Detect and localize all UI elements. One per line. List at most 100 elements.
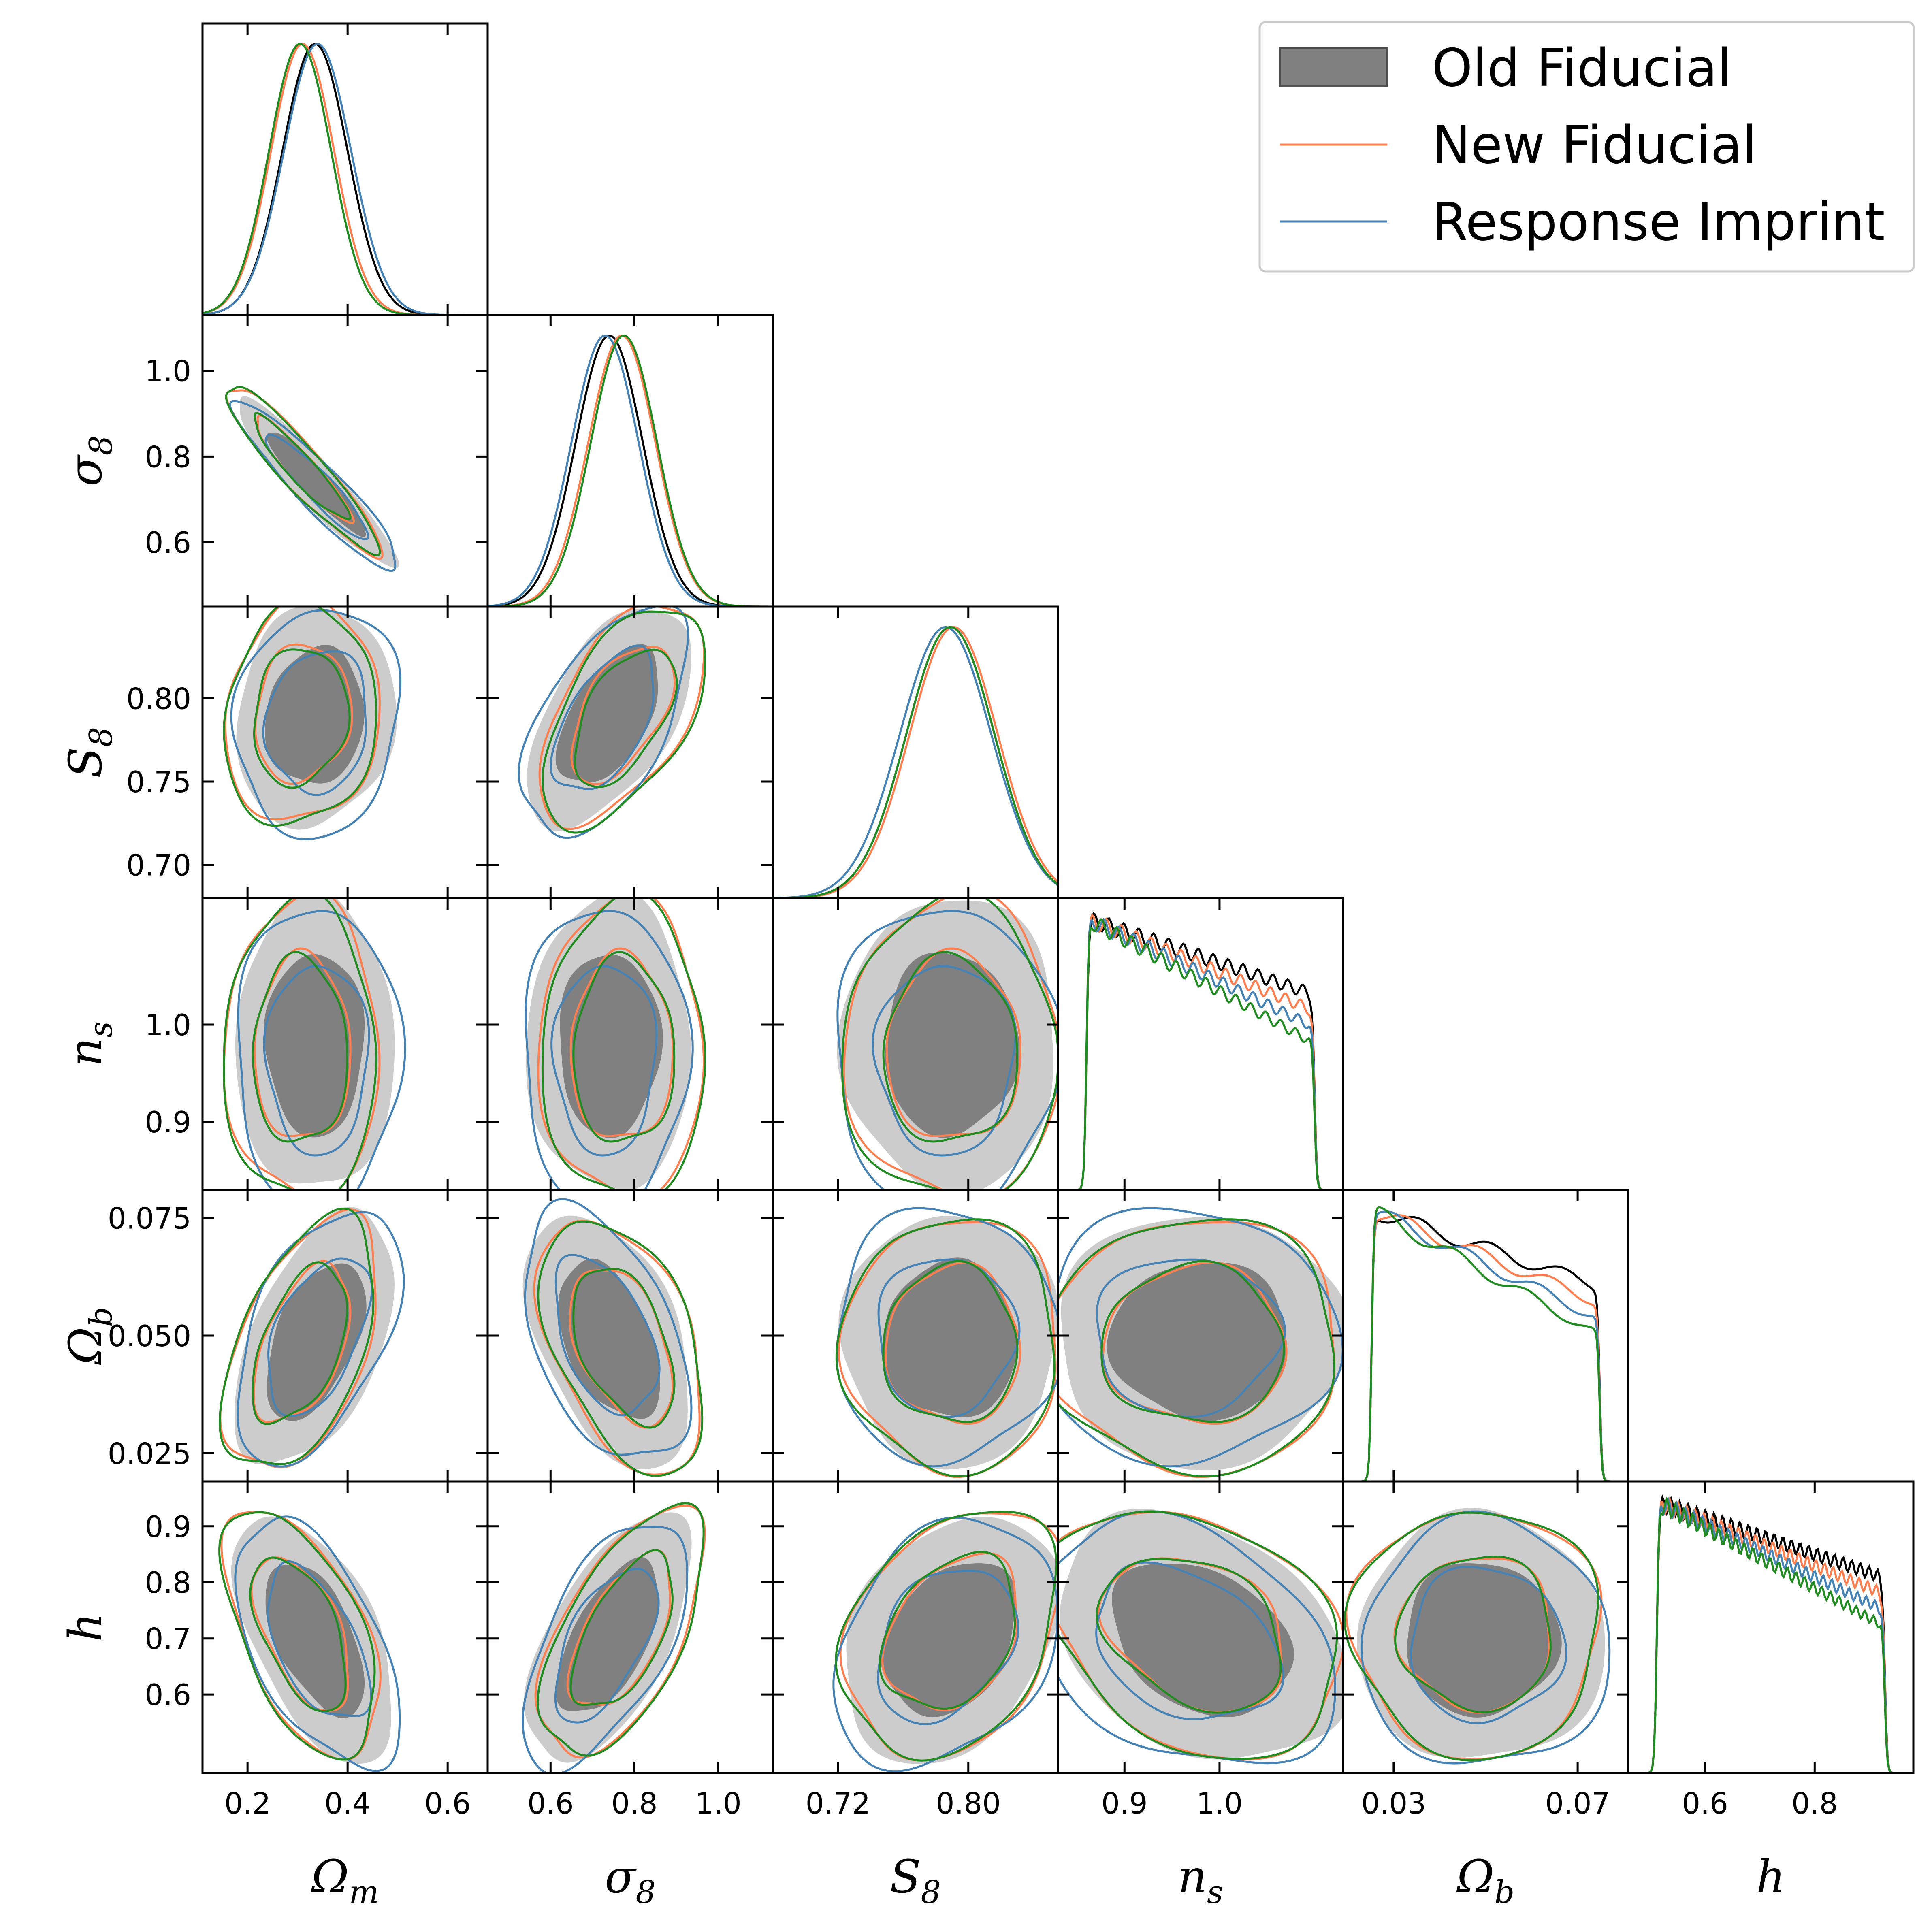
contour-fourth-curve-unlabeled-95-2-1 xyxy=(542,610,706,834)
y-axis-label-3: ns xyxy=(60,1021,119,1067)
panel-frame-0-0 xyxy=(201,22,489,316)
panel-4-0 xyxy=(201,1189,489,1483)
marginal-new-fiducial-4 xyxy=(1343,1214,1628,1481)
marginal-fourth-curve-unlabeled-2 xyxy=(773,626,1058,898)
panel-5-3 xyxy=(1057,1480,1344,1774)
contour-response-imprint-95-5-4 xyxy=(1360,1510,1611,1765)
contour-old-fiducial-68-4-1 xyxy=(558,1258,660,1419)
legend-label-response-imprint: Response Imprint xyxy=(1432,192,1885,252)
contour-fourth-curve-unlabeled-68-2-1 xyxy=(574,648,678,788)
x-tick-label-5-0: 0.6 xyxy=(1682,1786,1728,1820)
x-tick-label-1-1: 0.8 xyxy=(611,1786,658,1820)
contour-fourth-curve-unlabeled-95-4-0 xyxy=(219,1207,375,1465)
panel-4-4 xyxy=(1342,1189,1629,1483)
contour-old-fiducial-68-3-0 xyxy=(264,954,365,1138)
contour-old-fiducial-68-5-3 xyxy=(1112,1564,1294,1718)
contour-response-imprint-95-2-0 xyxy=(230,609,402,840)
legend: Old Fiducial New Fiducial Response Impri… xyxy=(1258,21,1915,273)
panel-3-2 xyxy=(772,897,1059,1191)
x-tick-label-0-1: 0.4 xyxy=(324,1786,371,1820)
x-tick-label-1-0: 0.6 xyxy=(527,1786,574,1820)
panel-5-4 xyxy=(1342,1480,1629,1774)
contour-old-fiducial-68-1-0 xyxy=(266,433,366,537)
contour-fourth-curve-unlabeled-68-1-0 xyxy=(253,412,352,520)
y-tick-label-2-1: 0.75 xyxy=(126,765,191,799)
contour-fourth-curve-unlabeled-95-5-2 xyxy=(835,1511,1058,1762)
y-tick-label-2-2: 0.80 xyxy=(126,682,191,716)
y-tick-label-3-1: 1.0 xyxy=(145,1008,191,1042)
panel-2-2 xyxy=(772,605,1059,899)
marginal-response-imprint-4 xyxy=(1343,1210,1628,1481)
x-tick-label-2-1: 0.80 xyxy=(936,1786,1001,1820)
y-axis-label-1: σ8 xyxy=(60,435,119,486)
contour-fourth-curve-unlabeled-95-2-0 xyxy=(223,607,377,827)
contour-old-fiducial-68-3-2 xyxy=(885,952,1020,1138)
contour-fourth-curve-unlabeled-95-5-0 xyxy=(218,1511,376,1761)
marginal-old-fiducial-5 xyxy=(1628,1494,1913,1773)
x-tick-label-5-1: 0.8 xyxy=(1791,1786,1838,1820)
contour-fourth-curve-unlabeled-68-3-0 xyxy=(252,951,348,1143)
panel-4-1 xyxy=(486,1189,774,1483)
y-tick-label-5-1: 0.7 xyxy=(145,1622,191,1656)
contour-new-fiducial-95-5-2 xyxy=(839,1512,1058,1762)
marginal-new-fiducial-3 xyxy=(1058,913,1343,1190)
contour-new-fiducial-95-3-1 xyxy=(537,898,705,1190)
y-axis-label-4: Ωb xyxy=(60,1307,119,1366)
contour-new-fiducial-95-2-0 xyxy=(224,607,381,821)
marginal-old-fiducial-3 xyxy=(1058,912,1343,1190)
x-axis-label-1: σ8 xyxy=(605,1851,656,1911)
y-tick-label-1-0: 0.6 xyxy=(145,526,191,560)
x-axis-label-0: Ωm xyxy=(311,1851,379,1911)
legend-label-old-fiducial: Old Fiducial xyxy=(1432,38,1732,98)
contour-fourth-curve-unlabeled-68-5-3 xyxy=(1096,1558,1282,1714)
contour-new-fiducial-68-2-1 xyxy=(570,646,676,786)
panel-3-1 xyxy=(486,897,774,1191)
marginal-new-fiducial-2 xyxy=(773,626,1058,898)
panel-1-0 xyxy=(201,314,489,608)
y-tick-label-5-0: 0.6 xyxy=(145,1678,191,1712)
panel-frame-1-1 xyxy=(486,314,774,608)
contour-fourth-curve-unlabeled-68-4-1 xyxy=(572,1268,676,1429)
panel-frame-4-4 xyxy=(1342,1189,1629,1483)
marginal-response-imprint-5 xyxy=(1628,1496,1913,1773)
marginal-fourth-curve-unlabeled-4 xyxy=(1343,1206,1628,1481)
contour-response-imprint-68-4-1 xyxy=(554,1254,661,1417)
panel-5-5 xyxy=(1627,1480,1915,1774)
contour-response-imprint-68-5-0 xyxy=(267,1560,372,1717)
y-tick-label-4-2: 0.075 xyxy=(108,1202,191,1236)
contour-new-fiducial-68-4-2 xyxy=(884,1261,1021,1425)
panel-frame-2-2 xyxy=(772,605,1059,899)
contour-fourth-curve-unlabeled-95-3-1 xyxy=(541,898,706,1190)
contour-old-fiducial-68-4-3 xyxy=(1107,1262,1288,1421)
contour-response-imprint-68-5-4 xyxy=(1410,1566,1567,1724)
marginal-new-fiducial-5 xyxy=(1628,1496,1913,1773)
contour-response-imprint-95-5-2 xyxy=(832,1516,1058,1773)
marginal-old-fiducial-4 xyxy=(1343,1216,1628,1481)
x-tick-label-0-2: 0.6 xyxy=(424,1786,471,1820)
x-axis-label-2: S8 xyxy=(890,1851,941,1911)
contour-fourth-curve-unlabeled-95-5-1 xyxy=(536,1502,705,1757)
panel-4-2 xyxy=(772,1189,1059,1483)
marginal-new-fiducial-0 xyxy=(203,43,488,315)
marginal-response-imprint-1 xyxy=(488,334,773,607)
panel-5-0 xyxy=(201,1480,489,1774)
contour-response-imprint-95-5-1 xyxy=(522,1526,689,1773)
contour-response-imprint-95-5-3 xyxy=(1058,1510,1337,1765)
marginal-response-imprint-0 xyxy=(203,43,488,315)
marginal-new-fiducial-1 xyxy=(488,334,773,607)
panel-2-1 xyxy=(486,605,774,899)
contour-old-fiducial-68-4-2 xyxy=(883,1257,1017,1417)
contour-fourth-curve-unlabeled-95-5-4 xyxy=(1343,1511,1599,1762)
panel-4-3 xyxy=(1057,1189,1344,1483)
contour-old-fiducial-68-5-0 xyxy=(265,1565,365,1718)
contour-fourth-curve-unlabeled-95-1-0 xyxy=(225,386,381,556)
y-tick-label-5-3: 0.9 xyxy=(145,1510,191,1544)
y-tick-label-5-2: 0.8 xyxy=(145,1566,191,1600)
panel-3-0 xyxy=(201,897,489,1191)
marginal-response-imprint-2 xyxy=(773,626,1058,898)
x-tick-label-3-0: 0.9 xyxy=(1101,1786,1148,1820)
contour-new-fiducial-68-3-0 xyxy=(254,947,352,1138)
panel-frame-1-0 xyxy=(201,314,489,608)
y-tick-label-1-1: 0.8 xyxy=(145,440,191,474)
marginal-fourth-curve-unlabeled-0 xyxy=(203,43,488,315)
